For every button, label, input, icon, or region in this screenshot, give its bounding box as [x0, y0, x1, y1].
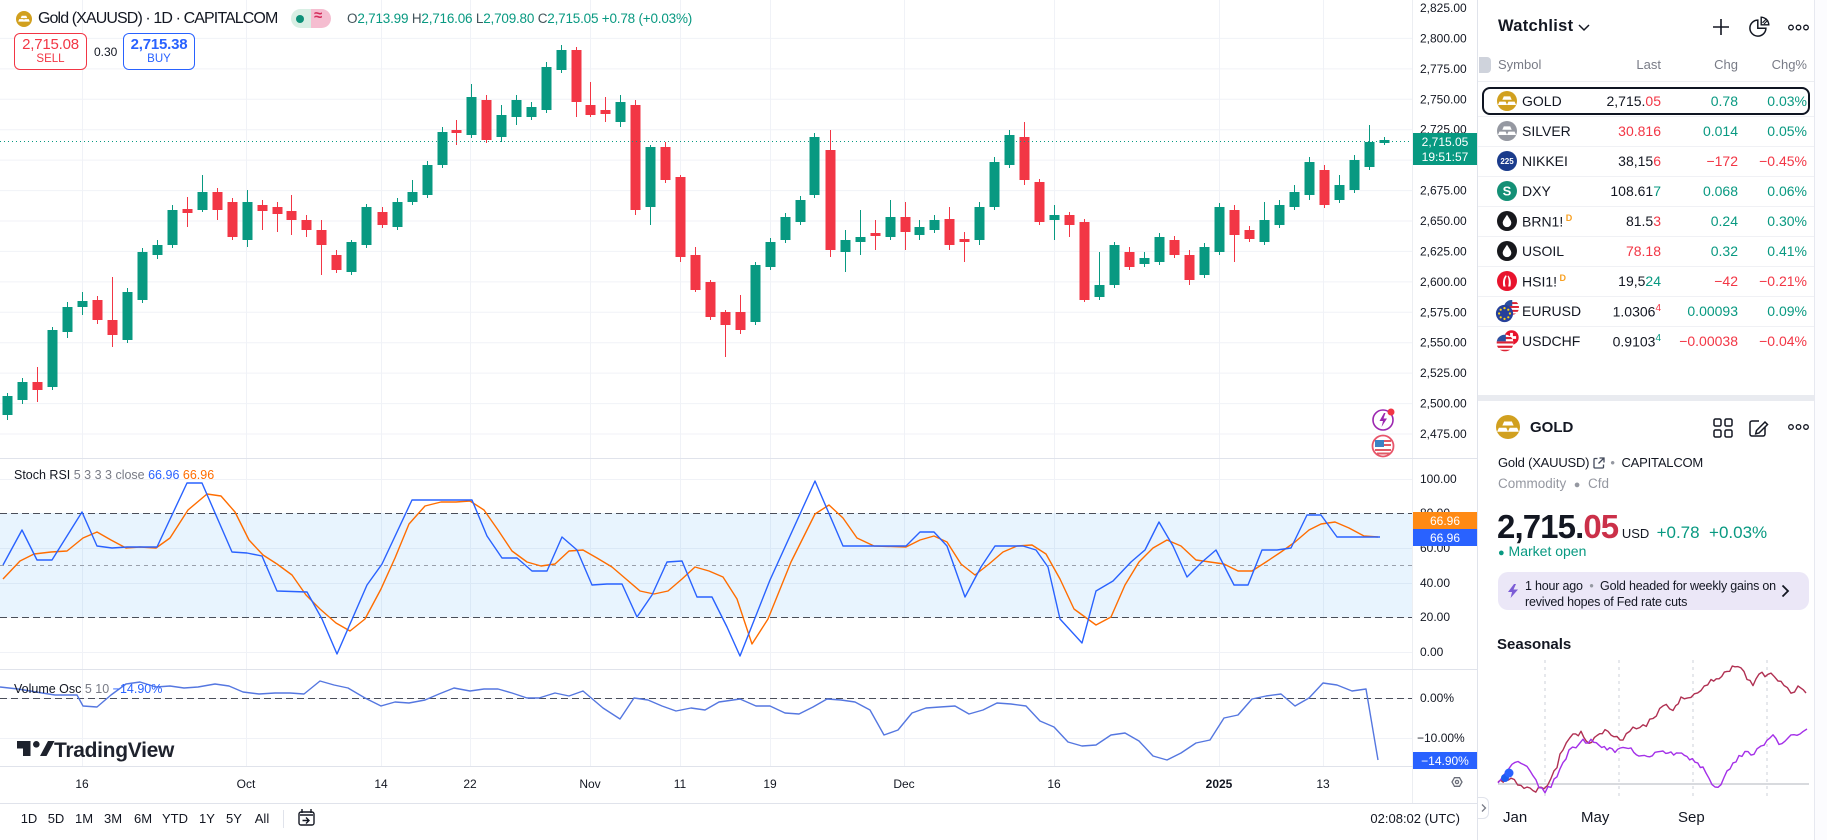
svg-text:2,750.00: 2,750.00 — [1420, 92, 1467, 106]
svg-text:66.96: 66.96 — [1430, 514, 1460, 528]
svg-text:2,650.00: 2,650.00 — [1420, 214, 1467, 228]
svg-text:Nov: Nov — [579, 777, 600, 791]
svg-text:Oct: Oct — [237, 777, 256, 791]
svg-text:TradingView: TradingView — [54, 739, 175, 762]
svg-text:2,575.00: 2,575.00 — [1420, 305, 1467, 319]
svg-text:5D: 5D — [48, 811, 65, 826]
svg-text:2,825.00: 2,825.00 — [1420, 1, 1467, 15]
svg-text:2,475.00: 2,475.00 — [1420, 427, 1467, 441]
svg-text:20.00: 20.00 — [1420, 610, 1450, 624]
svg-text:YTD: YTD — [162, 811, 188, 826]
svg-text:2,525.00: 2,525.00 — [1420, 366, 1467, 380]
svg-text:2,675.00: 2,675.00 — [1420, 184, 1467, 198]
svg-text:22: 22 — [463, 777, 477, 791]
svg-text:All: All — [255, 811, 270, 826]
svg-text:−10.00%: −10.00% — [1417, 731, 1465, 745]
svg-text:Volume Osc 5 10 −14.90%: Volume Osc 5 10 −14.90% — [14, 682, 162, 696]
svg-text:1D: 1D — [21, 811, 38, 826]
svg-text:14: 14 — [374, 777, 388, 791]
svg-text:13: 13 — [1316, 777, 1330, 791]
svg-text:11: 11 — [674, 777, 687, 791]
svg-text:5Y: 5Y — [226, 811, 242, 826]
svg-text:May: May — [1581, 809, 1610, 826]
svg-text:Jan: Jan — [1503, 809, 1527, 826]
svg-text:2,715.05: 2,715.05 — [1422, 135, 1469, 149]
svg-text:3M: 3M — [104, 811, 122, 826]
svg-text:2,500.00: 2,500.00 — [1420, 397, 1467, 411]
svg-text:19: 19 — [763, 777, 777, 791]
svg-text:−14.90%: −14.90% — [1421, 754, 1469, 768]
svg-text:19:51:57: 19:51:57 — [1422, 150, 1469, 164]
svg-text:40.00: 40.00 — [1420, 576, 1450, 590]
svg-text:66.96: 66.96 — [1430, 531, 1460, 545]
svg-text:0.00%: 0.00% — [1420, 691, 1454, 705]
svg-text:2,625.00: 2,625.00 — [1420, 244, 1467, 258]
svg-text:2,600.00: 2,600.00 — [1420, 275, 1467, 289]
svg-text:6M: 6M — [134, 811, 152, 826]
svg-text:0.00: 0.00 — [1420, 645, 1444, 659]
svg-text:16: 16 — [75, 777, 89, 791]
svg-text:02:08:02 (UTC): 02:08:02 (UTC) — [1370, 811, 1460, 826]
svg-text:225: 225 — [1500, 157, 1514, 166]
svg-text:2,800.00: 2,800.00 — [1420, 31, 1467, 45]
svg-text:2,775.00: 2,775.00 — [1420, 62, 1467, 76]
svg-text:Stoch RSI 5 3 3 3 close 66.96: Stoch RSI 5 3 3 3 close 66.96 66.96 — [14, 468, 214, 482]
svg-text:2025: 2025 — [1206, 777, 1233, 791]
svg-text:100.00: 100.00 — [1420, 472, 1457, 486]
svg-text:Dec: Dec — [893, 777, 914, 791]
svg-text:S: S — [1503, 184, 1512, 199]
svg-text:Sep: Sep — [1678, 809, 1705, 826]
svg-text:1M: 1M — [75, 811, 93, 826]
svg-text:2,550.00: 2,550.00 — [1420, 336, 1467, 350]
svg-text:16: 16 — [1047, 777, 1061, 791]
svg-text:1Y: 1Y — [199, 811, 215, 826]
